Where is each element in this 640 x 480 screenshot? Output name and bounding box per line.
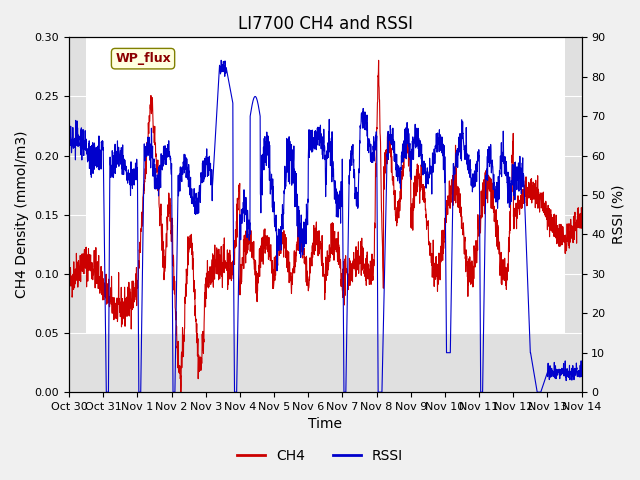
RSSI — [102, 389, 110, 395]
Y-axis label: CH4 Density (mmol/m3): CH4 Density (mmol/m3) — [15, 131, 29, 299]
RSSI — [340, 389, 348, 395]
RSSI — [533, 386, 541, 392]
RSSI — [209, 198, 216, 204]
CH4 — [533, 201, 541, 207]
CH4 — [340, 270, 348, 276]
X-axis label: Time: Time — [308, 418, 342, 432]
RSSI — [474, 158, 482, 164]
RSSI — [578, 371, 586, 377]
RSSI — [547, 374, 555, 380]
Text: WP_flux: WP_flux — [115, 52, 171, 65]
Line: RSSI: RSSI — [69, 60, 582, 392]
CH4 — [375, 58, 383, 63]
RSSI — [65, 134, 73, 140]
Y-axis label: RSSI (%): RSSI (%) — [611, 185, 625, 244]
CH4 — [65, 278, 73, 284]
RSSI — [351, 195, 359, 201]
FancyBboxPatch shape — [86, 37, 564, 333]
CH4 — [351, 261, 359, 266]
CH4 — [547, 226, 555, 232]
Line: CH4: CH4 — [69, 60, 582, 392]
Legend: CH4, RSSI: CH4, RSSI — [232, 443, 408, 468]
CH4 — [177, 389, 185, 395]
RSSI — [218, 58, 225, 63]
Title: LI7700 CH4 and RSSI: LI7700 CH4 and RSSI — [238, 15, 413, 33]
CH4 — [474, 225, 482, 230]
CH4 — [578, 210, 586, 216]
CH4 — [209, 257, 216, 263]
